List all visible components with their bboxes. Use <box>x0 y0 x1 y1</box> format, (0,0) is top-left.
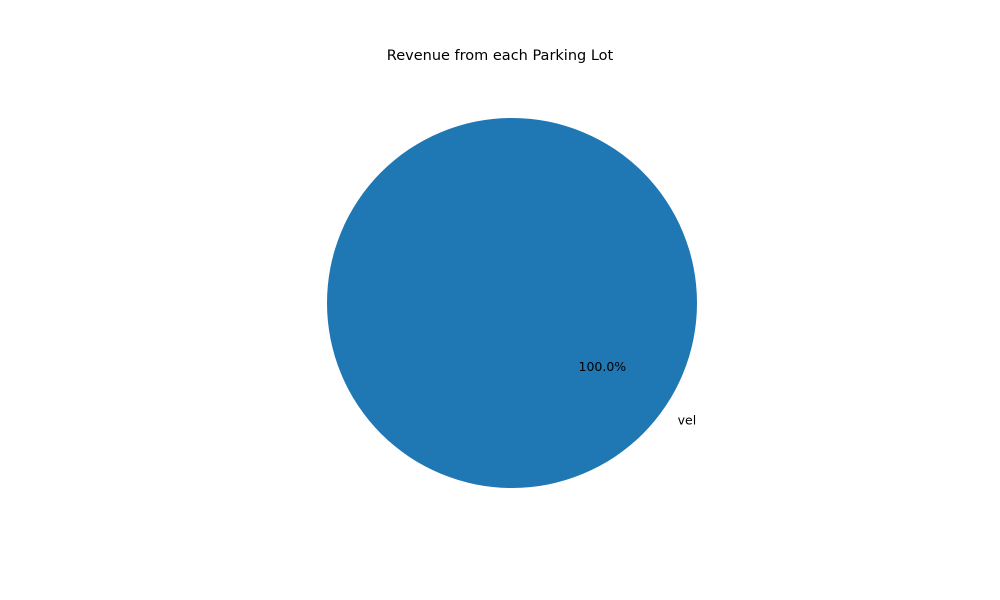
chart-title: Revenue from each Parking Lot <box>386 48 614 64</box>
slice-percent-label: 100.0% <box>579 359 627 374</box>
pie-slice-vel <box>327 118 697 488</box>
slice-label: vel <box>678 413 697 428</box>
